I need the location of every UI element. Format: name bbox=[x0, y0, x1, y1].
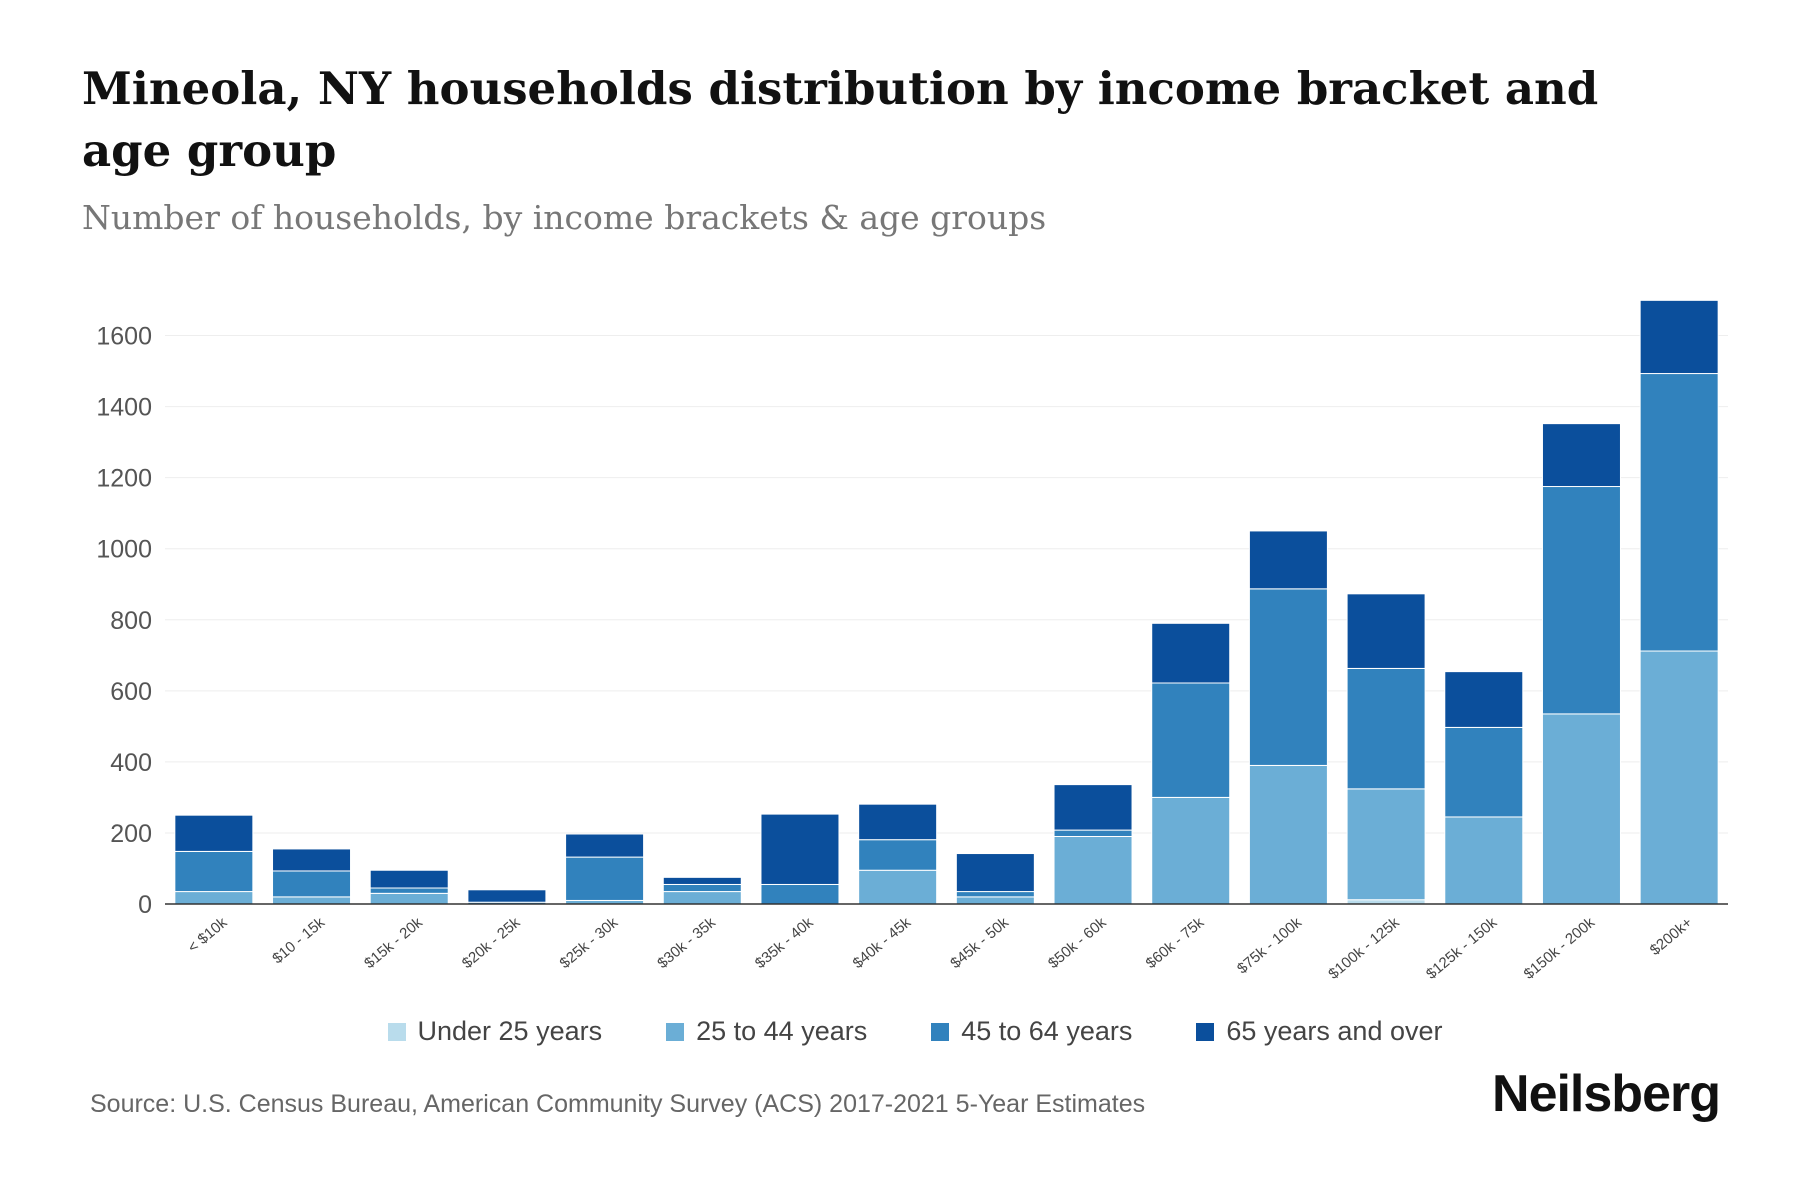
bar-segment bbox=[1444, 816, 1524, 905]
stacked-bar-chart: 0 200 400 600 800 1000 1200 1400 1600 < $10k $10 … bbox=[96, 299, 1728, 983]
bar-segment bbox=[858, 869, 938, 905]
bar-segment bbox=[369, 887, 449, 894]
y-axis-ticks: 0 200 400 600 800 1000 1200 1400 1600 bbox=[96, 323, 152, 919]
bar-segment bbox=[1541, 486, 1621, 715]
legend-swatch bbox=[1196, 1022, 1215, 1041]
bar-segment bbox=[1151, 796, 1231, 905]
x-tick-label: $10 - 15k bbox=[269, 914, 328, 968]
y-tick-label: 800 bbox=[110, 607, 152, 635]
x-tick-label: $25k - 30k bbox=[557, 914, 622, 972]
bar-segment bbox=[955, 891, 1035, 898]
bar-segment bbox=[174, 850, 254, 893]
x-tick-label: $35k - 40k bbox=[752, 914, 817, 972]
y-tick-label: 400 bbox=[110, 749, 152, 777]
bar-segment bbox=[662, 883, 742, 893]
x-tick-label: $30k - 35k bbox=[654, 914, 719, 972]
bar-segment bbox=[1151, 682, 1231, 798]
y-tick-label: 1600 bbox=[96, 323, 152, 351]
y-tick-label: 0 bbox=[138, 891, 152, 919]
y-tick-label: 1000 bbox=[96, 536, 152, 564]
x-tick-label: < $10k bbox=[185, 914, 231, 957]
bar-segment bbox=[1541, 423, 1621, 488]
bar-segment bbox=[1639, 299, 1719, 375]
legend-item-45-64[interactable]: 45 to 64 years bbox=[931, 1016, 1132, 1047]
x-axis-ticks: < $10k $10 - 15k $15k - 20k $20k - 25k $25k … bbox=[185, 914, 1696, 983]
bar-segment bbox=[174, 814, 254, 852]
bar-segment bbox=[662, 891, 742, 905]
x-tick-label: $150k - 200k bbox=[1521, 914, 1599, 983]
bar-segment bbox=[955, 853, 1035, 893]
bar-segment bbox=[467, 889, 547, 903]
bar-segment bbox=[272, 870, 352, 898]
bars bbox=[174, 299, 1719, 905]
bar-segment bbox=[858, 803, 938, 841]
bar-segment bbox=[565, 856, 645, 901]
x-tick-label: $45k - 50k bbox=[947, 914, 1012, 972]
bar-segment bbox=[1541, 713, 1621, 905]
chart-subtitle: Number of households, by income brackets… bbox=[82, 198, 1047, 237]
x-tick-label: $75k - 100k bbox=[1234, 914, 1305, 978]
bar-segment bbox=[1346, 788, 1426, 901]
y-tick-label: 600 bbox=[110, 678, 152, 706]
bar-segment bbox=[1248, 530, 1328, 590]
source-note: Source: U.S. Census Bureau, American Com… bbox=[90, 1090, 1146, 1118]
bar-segment bbox=[760, 813, 840, 885]
x-tick-label: $60k - 75k bbox=[1143, 914, 1208, 972]
x-tick-label: $100k - 125k bbox=[1325, 914, 1403, 983]
bar-segment bbox=[272, 896, 352, 905]
legend: Under 25 years 25 to 44 years 45 to 64 y… bbox=[0, 1016, 1800, 1047]
bar-segment bbox=[1053, 784, 1133, 831]
bar-segment bbox=[174, 891, 254, 905]
bar-segment bbox=[955, 896, 1035, 905]
bar-segment bbox=[565, 833, 645, 858]
x-tick-label: $20k - 25k bbox=[459, 914, 524, 972]
legend-swatch bbox=[931, 1022, 950, 1041]
legend-label: 45 to 64 years bbox=[961, 1016, 1133, 1046]
bar-segment bbox=[1346, 667, 1426, 790]
bar-segment bbox=[272, 848, 352, 872]
bar-segment bbox=[1444, 726, 1524, 818]
bar-segment bbox=[1053, 829, 1133, 837]
bar-segment bbox=[369, 892, 449, 905]
bar-segment bbox=[1444, 671, 1524, 728]
bar-segment bbox=[1151, 622, 1231, 684]
brand-logo: Neilsberg bbox=[1492, 1065, 1721, 1123]
bar-segment bbox=[1639, 650, 1719, 905]
y-tick-label: 1400 bbox=[96, 394, 152, 422]
legend-swatch bbox=[387, 1022, 406, 1041]
bar-segment bbox=[662, 876, 742, 885]
bar-segment bbox=[1053, 835, 1133, 905]
legend-item-65-plus[interactable]: 65 years and over bbox=[1196, 1016, 1443, 1047]
bar-segment bbox=[858, 839, 938, 871]
legend-label: Under 25 years bbox=[417, 1016, 603, 1046]
x-tick-label: $40k - 45k bbox=[850, 914, 915, 972]
x-tick-label: $15k - 20k bbox=[361, 914, 426, 972]
legend-item-25-44[interactable]: 25 to 44 years bbox=[666, 1016, 867, 1047]
legend-item-under-25[interactable]: Under 25 years bbox=[387, 1016, 603, 1047]
x-tick-label: $50k - 60k bbox=[1045, 914, 1110, 972]
legend-label: 65 years and over bbox=[1226, 1016, 1443, 1046]
bar-segment bbox=[1639, 373, 1719, 652]
legend-label: 25 to 44 years bbox=[696, 1016, 868, 1046]
x-tick-label: $200k+ bbox=[1647, 914, 1696, 959]
bar-segment bbox=[1248, 764, 1328, 905]
y-tick-label: 200 bbox=[110, 820, 152, 848]
bar-segment bbox=[1248, 588, 1328, 766]
legend-swatch bbox=[666, 1022, 685, 1041]
y-tick-label: 1200 bbox=[96, 465, 152, 493]
bar-segment bbox=[369, 869, 449, 889]
bar-segment bbox=[1346, 593, 1426, 669]
x-tick-label: $125k - 150k bbox=[1423, 914, 1501, 983]
chart-title: Mineola, NY households distribution by i… bbox=[82, 62, 1599, 177]
bar-segment bbox=[760, 883, 840, 905]
